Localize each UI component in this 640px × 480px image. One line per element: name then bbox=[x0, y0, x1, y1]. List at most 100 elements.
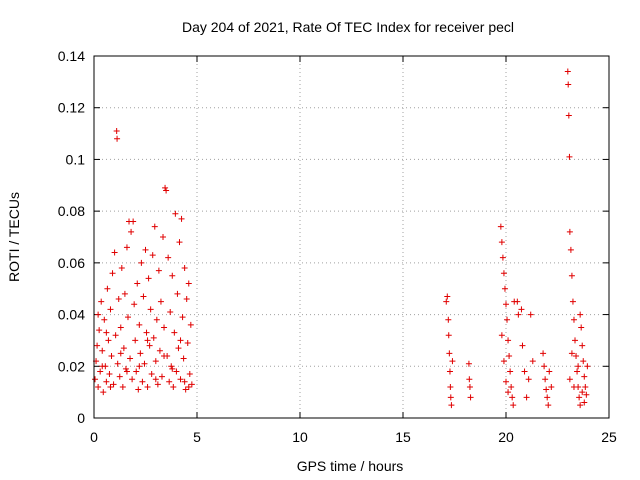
data-point bbox=[179, 314, 186, 321]
data-point bbox=[504, 316, 511, 323]
data-point bbox=[499, 254, 506, 261]
data-point bbox=[570, 383, 577, 390]
data-point bbox=[515, 311, 522, 318]
y-tick-labels: 0 0.02 0.04 0.06 0.08 0.1 0.12 0.14 bbox=[58, 48, 85, 426]
data-point bbox=[99, 347, 106, 354]
data-point bbox=[546, 368, 553, 375]
data-point bbox=[167, 308, 174, 315]
data-point bbox=[95, 383, 102, 390]
data-point bbox=[131, 301, 138, 308]
data-point bbox=[187, 321, 194, 328]
data-point bbox=[500, 358, 507, 365]
data-point bbox=[112, 332, 119, 339]
data-point bbox=[573, 352, 580, 359]
data-point bbox=[518, 306, 525, 313]
data-point bbox=[185, 383, 192, 390]
data-point bbox=[104, 285, 111, 292]
data-point bbox=[154, 381, 161, 388]
x-tick-label: 20 bbox=[498, 429, 514, 445]
data-point bbox=[466, 383, 473, 390]
data-point bbox=[139, 378, 146, 385]
data-point bbox=[186, 371, 193, 378]
data-point bbox=[176, 239, 183, 246]
data-point bbox=[519, 342, 526, 349]
data-point bbox=[153, 316, 160, 323]
data-point bbox=[521, 368, 528, 375]
data-point bbox=[582, 383, 589, 390]
grid-lines bbox=[94, 56, 609, 418]
data-point bbox=[447, 383, 454, 390]
data-point bbox=[175, 345, 182, 352]
data-point bbox=[501, 285, 508, 292]
data-point bbox=[497, 223, 504, 230]
data-point bbox=[160, 234, 167, 240]
data-point bbox=[525, 376, 532, 383]
data-point bbox=[467, 394, 474, 401]
data-point bbox=[103, 378, 110, 385]
data-point bbox=[103, 329, 110, 336]
data-point bbox=[580, 358, 587, 365]
data-point bbox=[446, 350, 453, 357]
data-point bbox=[569, 298, 576, 305]
data-point bbox=[544, 394, 551, 401]
data-point bbox=[568, 350, 575, 357]
data-point bbox=[579, 389, 586, 396]
data-point bbox=[133, 368, 140, 375]
data-point bbox=[144, 337, 151, 344]
data-point bbox=[498, 239, 505, 246]
data-point bbox=[151, 223, 158, 230]
data-point bbox=[173, 368, 180, 375]
data-point bbox=[155, 267, 162, 274]
data-point bbox=[163, 187, 170, 194]
data-point bbox=[505, 389, 512, 396]
data-point bbox=[566, 153, 573, 160]
data-point bbox=[108, 352, 115, 359]
y-tick-label: 0.12 bbox=[58, 100, 85, 116]
data-point bbox=[564, 68, 571, 75]
data-point bbox=[117, 324, 124, 331]
data-point bbox=[583, 391, 590, 398]
data-point bbox=[152, 358, 159, 365]
data-point bbox=[161, 352, 168, 359]
x-tick-label: 15 bbox=[395, 429, 411, 445]
data-point bbox=[136, 321, 143, 328]
data-point bbox=[101, 316, 108, 323]
y-tick-label: 0 bbox=[77, 410, 85, 426]
data-point bbox=[150, 334, 157, 341]
y-tick-label: 0.02 bbox=[58, 358, 85, 374]
data-point bbox=[137, 350, 144, 357]
y-tick-label: 0.14 bbox=[58, 48, 85, 64]
data-point bbox=[182, 386, 189, 393]
data-point bbox=[566, 376, 573, 383]
data-point bbox=[107, 383, 114, 390]
data-points bbox=[92, 68, 591, 409]
data-point bbox=[128, 228, 135, 235]
y-axis-label: ROTI / TECUs bbox=[6, 192, 22, 282]
data-point bbox=[584, 363, 591, 370]
y-tick-label: 0.08 bbox=[58, 203, 85, 219]
data-point bbox=[169, 365, 176, 372]
data-point bbox=[498, 332, 505, 339]
data-point bbox=[98, 298, 105, 305]
data-point bbox=[123, 244, 130, 251]
y-tick-label: 0.04 bbox=[58, 307, 85, 323]
data-point bbox=[514, 298, 521, 305]
data-point bbox=[446, 368, 453, 375]
data-point bbox=[508, 383, 515, 390]
data-point bbox=[114, 135, 121, 142]
data-point bbox=[117, 350, 124, 357]
data-point bbox=[106, 371, 113, 378]
data-point bbox=[510, 402, 517, 409]
data-point bbox=[92, 376, 99, 383]
data-point bbox=[506, 352, 513, 359]
data-point bbox=[177, 337, 184, 344]
data-point bbox=[178, 215, 185, 222]
data-point bbox=[505, 337, 512, 344]
data-point bbox=[548, 383, 555, 390]
data-point bbox=[124, 314, 131, 321]
data-point bbox=[141, 360, 148, 367]
data-point bbox=[527, 311, 534, 318]
data-point bbox=[171, 329, 178, 336]
data-point bbox=[166, 378, 173, 385]
